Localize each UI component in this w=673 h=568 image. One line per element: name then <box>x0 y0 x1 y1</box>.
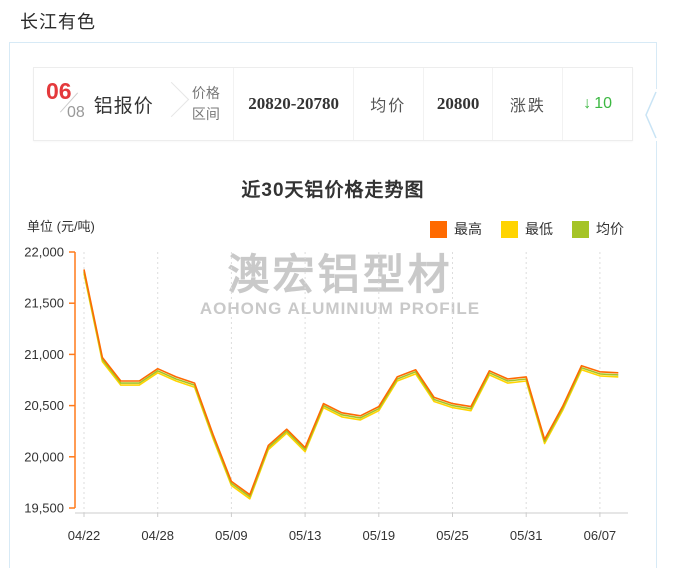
svg-text:21,500: 21,500 <box>24 296 64 311</box>
range-value: 20820-20780 <box>233 68 353 140</box>
quote-date: 06 08 <box>34 68 89 140</box>
svg-text:05/19: 05/19 <box>363 528 396 543</box>
chevron-right-icon <box>153 68 189 140</box>
legend-item-low: 最低 <box>501 219 553 239</box>
price-chart-svg: 04/22 04/28 05/09 05/13 05/19 05/25 05/31 06/07… <box>24 245 628 543</box>
legend-swatch-low <box>501 220 518 238</box>
legend-swatch-avg <box>572 220 589 238</box>
date-day: 08 <box>67 104 85 121</box>
svg-text:06/07: 06/07 <box>584 528 617 543</box>
legend-item-high: 最高 <box>430 219 482 239</box>
svg-text:04/22: 04/22 <box>68 528 101 543</box>
avg-label: 均价 <box>352 68 423 140</box>
legend-item-avg: 均价 <box>572 219 624 239</box>
page-title: 长江有色 <box>20 12 96 32</box>
svg-text:05/13: 05/13 <box>289 528 322 543</box>
svg-text:04/28: 04/28 <box>141 528 174 543</box>
chevron-left-icon[interactable] <box>643 89 657 141</box>
svg-text:19,500: 19,500 <box>24 501 64 516</box>
watermark-cn: 澳宏铝型材 <box>227 251 453 298</box>
svg-text:05/09: 05/09 <box>215 528 248 543</box>
watermark: 澳宏铝型材 AOHONG ALUMINIUM PROFILE <box>70 254 610 319</box>
legend-swatch-high <box>430 220 447 238</box>
range-label-line2: 区间 <box>191 106 220 122</box>
svg-text:05/31: 05/31 <box>510 528 543 543</box>
svg-text:22,000: 22,000 <box>24 245 64 260</box>
chart-title: 近30天铝价格走势图 <box>241 180 425 201</box>
svg-text:20,000: 20,000 <box>24 449 64 464</box>
svg-text:21,000: 21,000 <box>24 347 64 362</box>
watermark-en: AOHONG ALUMINIUM PROFILE <box>199 299 481 318</box>
range-label-line1: 价格 <box>191 85 220 101</box>
down-arrow-icon: ↓ <box>583 95 592 112</box>
legend-label-low: 最低 <box>525 221 553 237</box>
legend-label-high: 最高 <box>454 221 482 237</box>
svg-text:20,500: 20,500 <box>24 398 64 413</box>
change-label: 涨跌 <box>492 68 562 140</box>
quote-product-label: 铝报价 <box>93 95 154 117</box>
range-label: 价格 区间 <box>179 68 234 140</box>
avg-value: 20800 <box>422 68 493 140</box>
chart-legend: 最高 最低 均价 <box>430 219 643 239</box>
legend-label-avg: 均价 <box>596 221 624 237</box>
quote-bar: 06 08 铝报价 价格 区间 20820-20780 均价 20800 涨跌 … <box>33 67 633 141</box>
svg-text:05/25: 05/25 <box>436 528 469 543</box>
change-indicator: ↓ 10 <box>562 68 632 140</box>
unit-label: 单位 (元/吨) <box>27 219 95 234</box>
main-panel: 06 08 铝报价 价格 区间 20820-20780 均价 20800 涨跌 … <box>9 42 657 568</box>
date-month: 06 <box>46 78 72 104</box>
change-value: 10 <box>594 95 612 112</box>
